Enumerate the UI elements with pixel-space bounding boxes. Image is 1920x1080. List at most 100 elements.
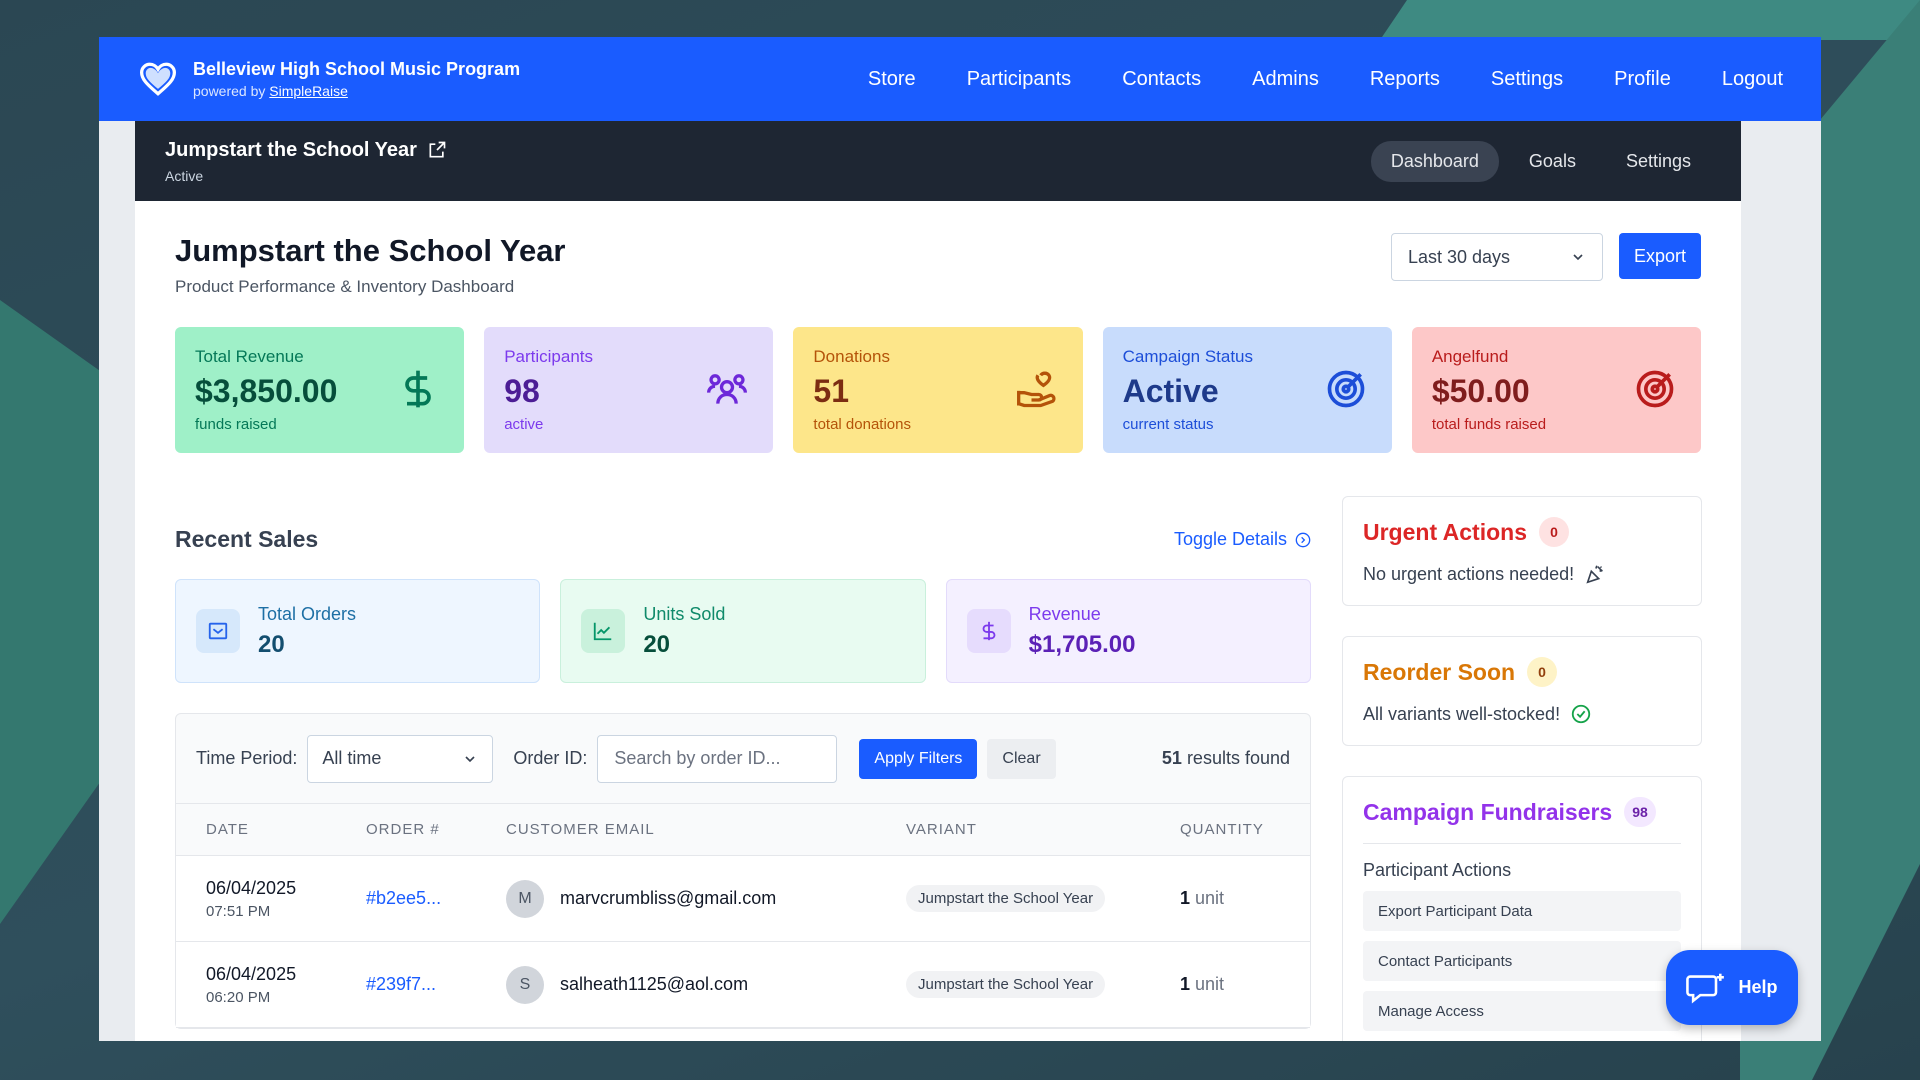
column-order[interactable]: ORDER # [366, 821, 440, 838]
heart-logo-icon [139, 62, 177, 96]
help-button[interactable]: Help [1666, 950, 1798, 1025]
tab-goals[interactable]: Goals [1528, 150, 1576, 171]
stat-note: total donations [813, 416, 911, 433]
party-popper-icon [1586, 565, 1604, 584]
campaign-title: Jumpstart the School Year [165, 139, 447, 162]
stat-label: Campaign Status [1122, 347, 1254, 366]
date-text: 06/04/2025 [206, 877, 297, 898]
reorder-soon-title: Reorder Soon [1363, 658, 1516, 685]
nav-reports[interactable]: Reports [1369, 67, 1440, 90]
order-id-label: Order ID: [513, 748, 588, 768]
variant-pill: Jumpstart the School Year [906, 971, 1106, 998]
toggle-details-button[interactable]: Toggle Details [1174, 529, 1311, 550]
app-window: Belleview High School Music Program powe… [99, 37, 1821, 1041]
column-quantity[interactable]: QUANTITY [1180, 821, 1264, 838]
stat-card-angelfund: Angelfund $50.00 total funds raised [1411, 327, 1702, 453]
reorder-soon-card: Reorder Soon 0 All variants well-stocked… [1342, 636, 1702, 746]
chevron-down-icon [465, 755, 475, 762]
recent-sales-title: Recent Sales [175, 526, 319, 552]
date-range-value: Last 30 days [1407, 246, 1511, 267]
results-suffix: results found [1186, 748, 1290, 768]
stat-label: Angelfund [1431, 347, 1509, 366]
chat-bubble-icon [1686, 973, 1725, 1004]
order-link[interactable]: #b2ee5... [366, 888, 442, 908]
quantity-number: 1 [1180, 888, 1191, 908]
row-email: M marvcrumbliss@gmail.com [506, 879, 906, 918]
column-email[interactable]: CUSTOMER EMAIL [506, 821, 655, 838]
nav-contacts[interactable]: Contacts [1122, 67, 1202, 90]
chevron-down-icon [1573, 254, 1583, 261]
summary-revenue: Revenue $1,705.00 [945, 579, 1311, 683]
row-date: 06/04/2025 06:20 PM [176, 964, 366, 1006]
email-text: marvcrumbliss@gmail.com [560, 888, 777, 908]
row-quantity: 1 unit [1180, 888, 1300, 909]
nav-settings[interactable]: Settings [1490, 67, 1564, 90]
campaign-fundraisers-card: Campaign Fundraisers 98 Participant Acti… [1342, 776, 1702, 1041]
fundraisers-count-badge: 98 [1624, 797, 1656, 827]
contact-participants-button[interactable]: Contact Participants [1363, 941, 1681, 981]
date-range-select[interactable]: Last 30 days [1390, 233, 1603, 281]
sales-summary: Total Orders 20 Units Sold 20 [175, 579, 1311, 683]
nav-logout[interactable]: Logout [1721, 67, 1783, 90]
urgent-actions-title: Urgent Actions [1363, 518, 1527, 545]
time-period-select[interactable]: All time [307, 734, 494, 783]
quantity-unit: unit [1195, 888, 1225, 908]
stat-value: $3,850.00 [195, 373, 338, 409]
stat-cards: Total Revenue $3,850.00 funds raised Par… [175, 327, 1702, 453]
stat-card-campaign-status: Campaign Status Active current status [1102, 327, 1392, 453]
stat-note: active [504, 416, 544, 433]
table-row[interactable]: 06/04/2025 06:20 PM #239f7... S salheath… [176, 942, 1310, 1028]
export-button[interactable]: Export [1618, 233, 1701, 279]
reorder-count-badge: 0 [1527, 657, 1558, 687]
simpleraise-link[interactable]: SimpleRaise [269, 83, 348, 99]
row-date: 06/04/2025 07:51 PM [176, 878, 366, 920]
campaign-status: Active [165, 167, 204, 184]
recent-sales-header: Recent Sales Toggle Details [175, 526, 1311, 553]
chevron-circle-icon [1295, 532, 1311, 547]
nav-store[interactable]: Store [867, 67, 916, 90]
avatar: S [506, 965, 544, 1004]
results-count: 51 results found [1162, 748, 1290, 769]
external-link-icon[interactable] [427, 140, 447, 160]
clear-filters-button[interactable]: Clear [987, 738, 1056, 779]
nav-participants[interactable]: Participants [966, 67, 1072, 90]
background-shape [1380, 0, 1920, 40]
nav-profile[interactable]: Profile [1614, 67, 1671, 90]
manage-access-button[interactable]: Manage Access [1363, 991, 1681, 1031]
apply-filters-button[interactable]: Apply Filters [859, 738, 978, 779]
target-icon [1636, 370, 1674, 408]
divider [1363, 843, 1681, 844]
summary-value: 20 [643, 630, 671, 658]
reorder-text: All variants well-stocked! [1363, 703, 1561, 724]
column-variant[interactable]: VARIANT [906, 821, 977, 838]
stat-note: funds raised [195, 416, 277, 433]
variant-pill: Jumpstart the School Year [906, 885, 1106, 912]
campaign-title-text: Jumpstart the School Year [165, 138, 417, 161]
stat-label: Total Revenue [195, 347, 304, 366]
order-id-search-input[interactable] [597, 734, 838, 783]
powered-by: powered by SimpleRaise [193, 83, 520, 99]
date-text: 06/04/2025 [206, 963, 297, 984]
inbox-icon [196, 609, 240, 653]
results-number: 51 [1161, 748, 1182, 768]
page-title: Jumpstart the School Year [175, 233, 566, 268]
dollar-icon [966, 609, 1011, 653]
tab-settings[interactable]: Settings [1625, 150, 1691, 171]
table-row[interactable]: 06/04/2025 07:51 PM #b2ee5... M marvcrum… [176, 856, 1310, 942]
brand[interactable]: Belleview High School Music Program powe… [137, 59, 520, 99]
toggle-details-label: Toggle Details [1173, 529, 1287, 549]
export-participant-data-button[interactable]: Export Participant Data [1363, 891, 1681, 931]
tab-dashboard[interactable]: Dashboard [1370, 140, 1499, 182]
check-circle-icon [1571, 704, 1591, 724]
time-period-label: Time Period: [196, 748, 298, 768]
nav-admins[interactable]: Admins [1252, 67, 1319, 90]
row-email: S salheath1125@aol.com [506, 965, 906, 1004]
participant-actions-label: Participant Actions [1363, 860, 1512, 880]
summary-value: $1,705.00 [1028, 630, 1136, 658]
order-link[interactable]: #239f7... [366, 974, 437, 994]
main-panel: Jumpstart the School Year Active Dashboa… [135, 121, 1741, 1041]
hand-heart-icon [1016, 371, 1056, 408]
summary-value: 20 [258, 630, 285, 658]
column-date[interactable]: DATE [206, 821, 249, 838]
chart-icon [581, 609, 626, 653]
